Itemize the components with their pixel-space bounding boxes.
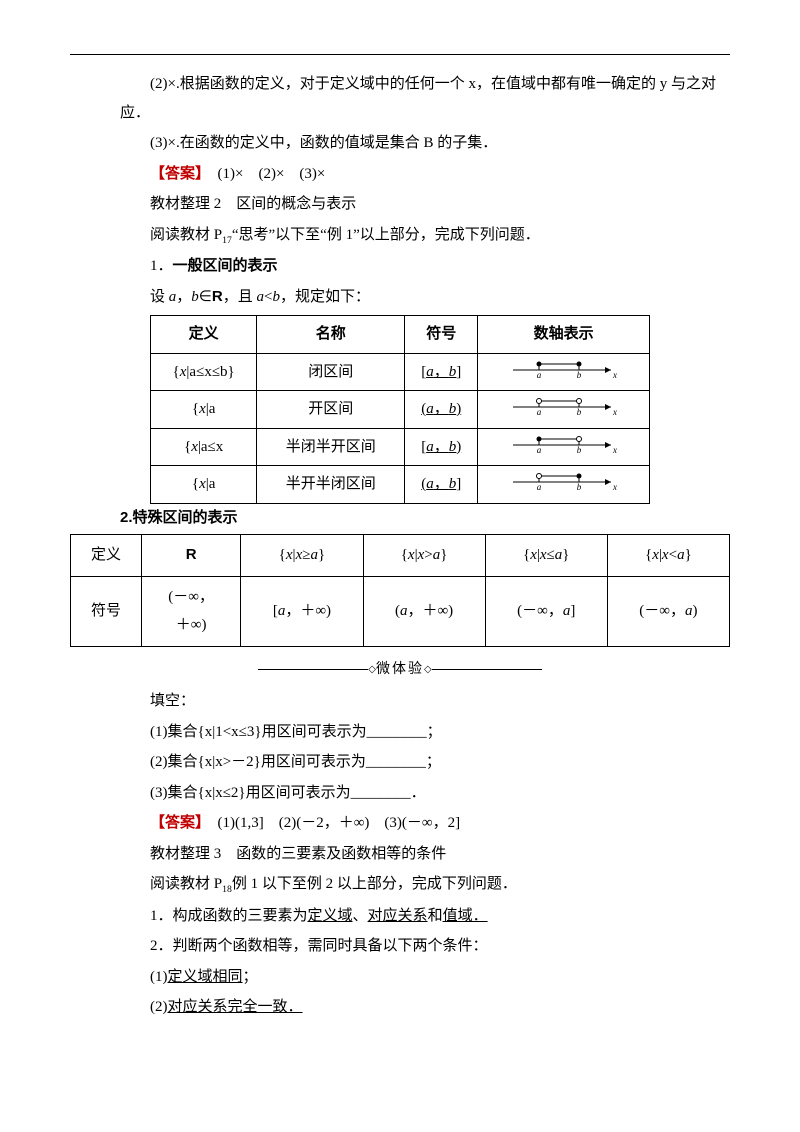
table-header: 定义 (151, 316, 257, 354)
svg-text:b: b (576, 445, 581, 453)
paragraph: (2)对应关系完全一致． (120, 993, 730, 1022)
table-cell: (a，＋∞) (363, 576, 485, 646)
heading: 1．一般区间的表示 (120, 252, 730, 281)
top-rule (70, 54, 730, 55)
svg-text:a: a (536, 407, 541, 415)
answer-value: (1)× (2)× (3)× (203, 166, 326, 182)
heading: 2.特殊区间的表示 (120, 504, 730, 533)
table-row: {x|a≤x半闭半开区间[a，b)abx (151, 428, 650, 466)
table-row: {x|a半开半闭区间(a，b]abx (151, 466, 650, 504)
table-row: {x|a≤x≤b}闭区间[a，b]abx (151, 353, 650, 391)
paragraph: 填空： (120, 687, 730, 716)
svg-text:x: x (612, 407, 617, 415)
paragraph: 1．构成函数的三要素为定义域、对应关系和值域． (120, 902, 730, 931)
answer-value: (1)(1,3] (2)(－2，＋∞) (3)(－∞，2] (203, 815, 461, 831)
answer-label: 【答案】 (150, 815, 203, 831)
svg-text:b: b (576, 407, 581, 415)
table-cell: (－∞，a) (607, 576, 729, 646)
section-title: 教材整理 2 区间的概念与表示 (120, 190, 730, 219)
page: (2)×.根据函数的定义，对于定义域中的任何一个 x，在值域中都有唯一确定的 y… (0, 0, 800, 1132)
svg-text:x: x (612, 445, 617, 453)
paragraph: 设 a，b∈R，且 a<b，规定如下： (120, 283, 730, 312)
svg-text:a: a (536, 445, 541, 453)
table-header: 符号 (405, 316, 478, 354)
paragraph: 阅读教材 P17“思考”以下至“例 1”以上部分，完成下列问题． (120, 221, 730, 251)
table-cell: 定义 (71, 535, 142, 577)
table-cell: {x|x≤a} (485, 535, 607, 577)
svg-text:b: b (576, 370, 581, 378)
table-row: {x|a开区间(a，b)abx (151, 391, 650, 429)
paragraph: 2．判断两个函数相等，需同时具备以下两个条件： (120, 932, 730, 961)
fill-blank: (2)集合{x|x>－2}用区间可表示为________； (120, 748, 730, 777)
interval-table: 定义名称符号数轴表示{x|a≤x≤b}闭区间[a，b]abx{x|a开区间(a，… (150, 315, 650, 504)
paragraph: (1)定义域相同； (120, 963, 730, 992)
table-cell: 符号 (71, 576, 142, 646)
svg-text:b: b (576, 482, 581, 490)
paragraph: 阅读教材 P18例 1 以下至例 2 以上部分，完成下列问题． (120, 870, 730, 900)
fill-blank: (1)集合{x|1<x≤3}用区间可表示为________； (120, 718, 730, 747)
answer-label: 【答案】 (150, 166, 203, 182)
table-cell: (－∞，＋∞) (141, 576, 240, 646)
fill-blank: (3)集合{x|x≤2}用区间可表示为________． (120, 779, 730, 808)
section-divider: ◇微体验◇ (70, 657, 730, 684)
answer-line: 【答案】 (1)× (2)× (3)× (120, 160, 730, 189)
paragraph: (3)×.在函数的定义中，函数的值域是集合 B 的子集． (120, 129, 730, 158)
svg-text:a: a (536, 370, 541, 378)
table-cell: R (141, 535, 240, 577)
table-cell: (－∞，a] (485, 576, 607, 646)
table-cell: {x|x>a} (363, 535, 485, 577)
svg-text:a: a (536, 482, 541, 490)
svg-text:x: x (612, 482, 617, 490)
svg-text:x: x (612, 370, 617, 378)
answer-line: 【答案】 (1)(1,3] (2)(－2，＋∞) (3)(－∞，2] (120, 809, 730, 838)
table-header: 数轴表示 (478, 316, 650, 354)
table-cell: {x|x<a} (607, 535, 729, 577)
paragraph: (2)×.根据函数的定义，对于定义域中的任何一个 x，在值域中都有唯一确定的 y… (120, 70, 730, 127)
table-header: 名称 (257, 316, 405, 354)
section-title: 教材整理 3 函数的三要素及函数相等的条件 (120, 840, 730, 869)
table-cell: [a，＋∞) (241, 576, 363, 646)
special-interval-table: 定义R{x|x≥a}{x|x>a}{x|x≤a}{x|x<a} 符号(－∞，＋∞… (70, 534, 730, 647)
table-cell: {x|x≥a} (241, 535, 363, 577)
